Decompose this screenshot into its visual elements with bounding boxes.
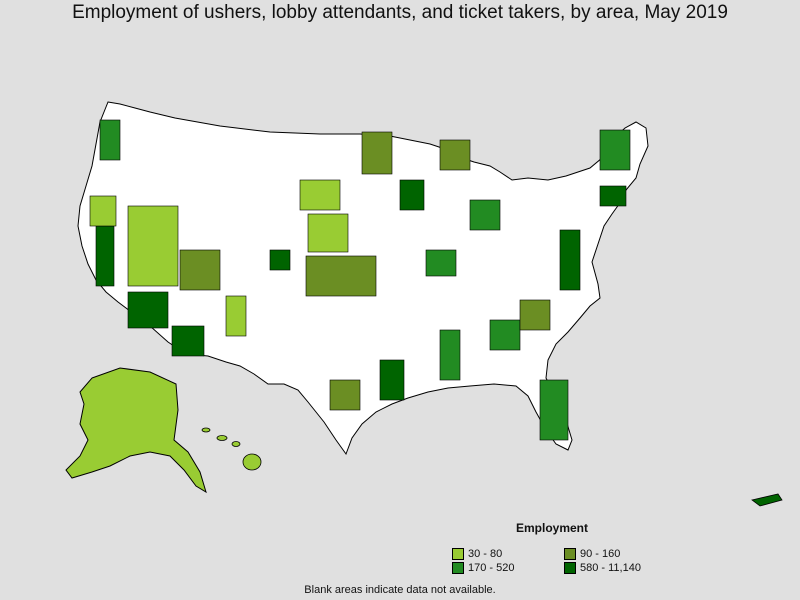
legend-label-2: 90 - 160 [580, 548, 621, 560]
legend-item-4: 580 - 11,140 [564, 562, 641, 574]
footnote: Blank areas indicate data not available. [304, 584, 496, 596]
legend-item-2: 90 - 160 [564, 548, 620, 560]
legend-swatch-3 [452, 562, 464, 574]
legend-swatch-4 [564, 562, 576, 574]
puerto-rico [751, 493, 783, 507]
legend-swatch-2 [564, 548, 576, 560]
legend-label-1: 30 - 80 [468, 548, 503, 560]
hawaii-islands [201, 427, 262, 471]
legend-item-3: 170 - 520 [452, 562, 514, 574]
legend-title: Employment [516, 521, 589, 535]
alaska-outline [65, 367, 207, 494]
map-title: Employment of ushers, lobby attendants, … [72, 2, 728, 23]
area-patches [89, 119, 631, 441]
legend-item-1: 30 - 80 [452, 548, 502, 560]
legend-label-4: 580 - 11,140 [580, 562, 641, 574]
legend-swatch-1 [452, 548, 464, 560]
legend-label-3: 170 - 520 [468, 562, 515, 574]
